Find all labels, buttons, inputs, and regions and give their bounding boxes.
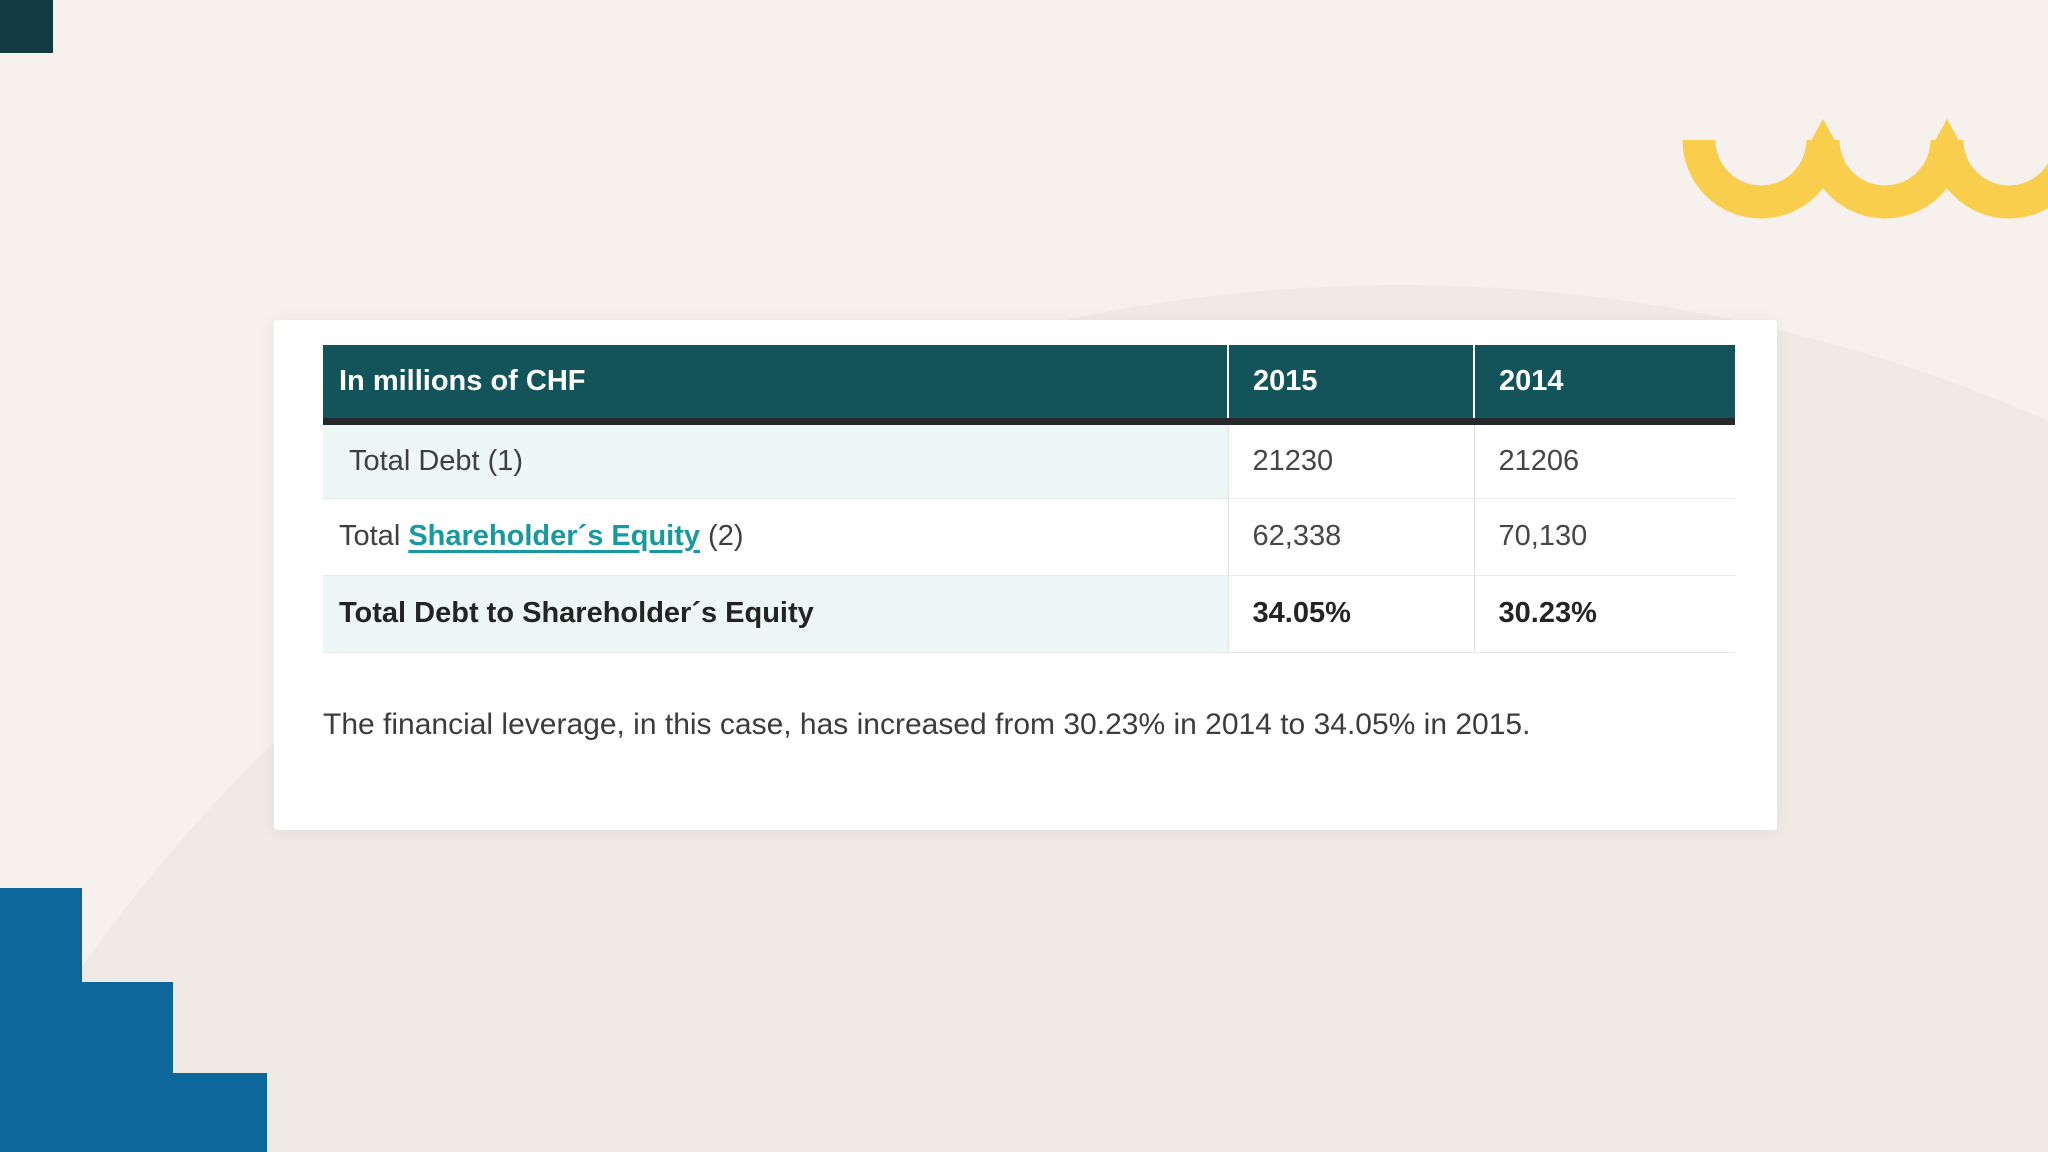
wave-stroke (1682, 139, 2048, 219)
table-row-debt-to-equity: Total Debt to Shareholder´s Equity 34.05… (323, 575, 1735, 653)
table-row-shareholders-equity: Total Shareholder´s Equity (2) 62,338 70… (323, 498, 1735, 576)
wave-icon (1682, 119, 2048, 219)
wave-cusp-point (1806, 119, 1840, 150)
total-debt-value-2014: 21206 (1473, 421, 1735, 499)
equity-value-2015: 62,338 (1227, 498, 1474, 576)
summary-paragraph: The financial leverage, in this case, ha… (323, 707, 1531, 741)
table-header-row: In millions of CHF 2015 2014 (323, 345, 1735, 425)
column-header-2014: 2014 (1473, 345, 1735, 425)
column-header-2015: 2015 (1227, 345, 1474, 425)
row-label-shareholders-equity: Total Shareholder´s Equity (2) (323, 498, 1228, 576)
corner-square-decoration (0, 0, 53, 53)
financial-table: In millions of CHF 2015 2014 Total Debt … (323, 345, 1735, 653)
total-debt-value-2015: 21230 (1227, 421, 1474, 499)
equity-value-2014: 70,130 (1473, 498, 1735, 576)
debt-to-equity-value-2014: 30.23% (1473, 575, 1735, 653)
label-suffix-text: (2) (700, 520, 744, 552)
wave-cusp-point (1930, 119, 1964, 150)
table-row-total-debt: Total Debt (1) 21230 21206 (323, 421, 1735, 499)
row-label-debt-to-equity: Total Debt to Shareholder´s Equity (323, 575, 1228, 653)
content-card: In millions of CHF 2015 2014 Total Debt … (274, 320, 1777, 830)
debt-to-equity-value-2015: 34.05% (1227, 575, 1474, 653)
label-prefix-text: Total (339, 520, 409, 552)
row-label-total-debt: Total Debt (1) (323, 421, 1228, 499)
column-header-metric: In millions of CHF (323, 345, 1228, 425)
shareholders-equity-link[interactable]: Shareholder´s Equity (408, 520, 700, 552)
